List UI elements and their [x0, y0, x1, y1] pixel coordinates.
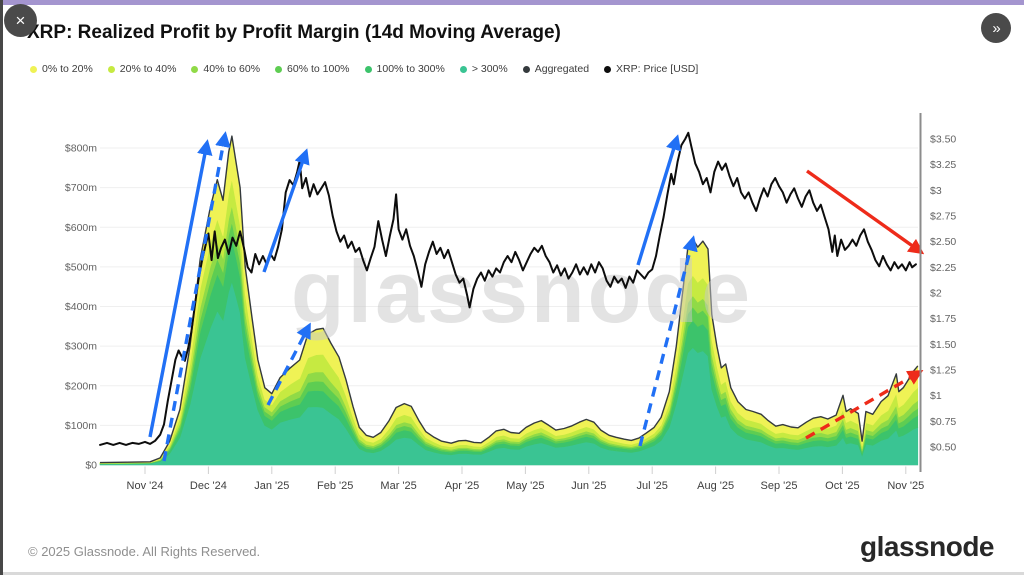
window-accent-bar — [0, 0, 1024, 5]
window-left-edge — [0, 0, 3, 575]
legend-dot — [459, 65, 467, 73]
aggregated-line — [99, 135, 919, 464]
annotation-arrow-blue-dashed — [638, 235, 698, 447]
legend-label: Aggregated — [534, 63, 590, 75]
legend-label: 40% to 60% — [203, 63, 261, 75]
x-axis-label: Jul '25 — [636, 480, 667, 492]
annotation-arrow-red-dashed — [805, 370, 924, 440]
x-axis-label: Nov '25 — [887, 480, 924, 492]
legend-label: 60% to 100% — [287, 63, 350, 75]
x-axis-label: Sep '25 — [761, 480, 798, 492]
y-left-label: $300m — [65, 341, 97, 353]
y-right-label: $3.50 — [930, 134, 956, 146]
legend-dot — [107, 65, 115, 73]
x-axis-label: Nov '24 — [127, 480, 164, 492]
window-bottom-edge — [0, 572, 1024, 575]
legend-label: 0% to 20% — [42, 63, 93, 75]
y-left-label: $600m — [65, 222, 97, 234]
legend-dot — [604, 65, 612, 73]
close-button[interactable]: × — [4, 4, 37, 37]
legend-dot — [30, 65, 37, 73]
legend-label: 20% to 40% — [119, 63, 177, 75]
footer-copyright: © 2025 Glassnode. All Rights Reserved. — [28, 544, 261, 559]
y-right-label: $1 — [930, 390, 942, 402]
legend-label: XRP: Price [USD] — [616, 63, 699, 75]
y-right-label: $1.50 — [930, 339, 956, 351]
y-right-label: $2.50 — [930, 236, 956, 248]
legend-item-60-to-100-[interactable]: 60% to 100% — [275, 63, 350, 75]
y-left-label: $400m — [65, 301, 97, 313]
legend-item-aggregated[interactable]: Aggregated — [522, 63, 590, 75]
y-right-label: $3 — [930, 185, 942, 197]
y-right-label: $1.25 — [930, 365, 956, 377]
x-axis-label: Feb '25 — [317, 480, 353, 492]
y-right-label: $3.25 — [930, 159, 956, 171]
annotation-arrow-blue-solid — [636, 134, 682, 266]
annotation-arrow-blue-solid — [262, 148, 310, 273]
y-left-label: $0 — [85, 460, 97, 472]
y-right-label: $2.75 — [930, 211, 956, 223]
legend-dot — [275, 65, 283, 73]
annotation-arrow-red-solid — [806, 169, 925, 255]
x-axis-label: May '25 — [506, 480, 544, 492]
x-axis-label: Apr '25 — [445, 480, 480, 492]
legend-item-40-to-60-[interactable]: 40% to 60% — [191, 63, 260, 75]
y-left-label: $800m — [65, 143, 97, 155]
y-right-label: $0.75 — [930, 416, 956, 428]
legend-item--300-[interactable]: > 300% — [459, 63, 508, 75]
x-axis-label: Dec '24 — [190, 480, 227, 492]
chevron-double-right-icon: » — [992, 19, 1000, 37]
close-icon: × — [15, 10, 26, 30]
legend-item-0-to-20-[interactable]: 0% to 20% — [30, 63, 93, 75]
glassnode-logo: glassnode — [860, 531, 994, 562]
legend-dot — [522, 65, 530, 73]
y-right-label: $2 — [930, 288, 942, 300]
page-title: XRP: Realized Profit by Profit Margin (1… — [27, 22, 561, 43]
legend-dot — [191, 65, 199, 73]
legend-item-xrp-price-usd-[interactable]: XRP: Price [USD] — [604, 63, 698, 75]
annotation-arrow-blue-dashed — [266, 322, 311, 406]
price-line — [99, 131, 917, 446]
legend-dot — [364, 65, 372, 73]
legend-item-20-to-40-[interactable]: 20% to 40% — [107, 63, 177, 75]
y-left-label: $100m — [65, 420, 97, 432]
x-axis-label: Jun '25 — [571, 480, 606, 492]
legend-label: > 300% — [471, 63, 508, 75]
legend-item-100-to-300-[interactable]: 100% to 300% — [364, 63, 445, 75]
watermark-text: glassnode — [291, 242, 753, 341]
x-axis-label: Jan '25 — [254, 480, 289, 492]
x-axis-label: Oct '25 — [825, 480, 860, 492]
annotation-arrow-blue-solid — [148, 139, 213, 438]
y-left-label: $700m — [65, 182, 97, 194]
x-axis-label: Mar '25 — [380, 480, 416, 492]
y-left-label: $200m — [65, 380, 97, 392]
annotation-arrow-blue-dashed — [162, 131, 231, 462]
expand-button[interactable]: » — [981, 13, 1011, 43]
y-right-label: $0.50 — [930, 442, 956, 454]
x-axis-label: Aug '25 — [697, 480, 734, 492]
y-left-label: $500m — [65, 261, 97, 273]
y-right-label: $1.75 — [930, 313, 956, 325]
y-right-label: $2.25 — [930, 262, 956, 274]
chart-legend: 0% to 20% 20% to 40% 40% to 60% 60% to 100%… — [30, 63, 698, 75]
legend-label: 100% to 300% — [376, 63, 445, 75]
